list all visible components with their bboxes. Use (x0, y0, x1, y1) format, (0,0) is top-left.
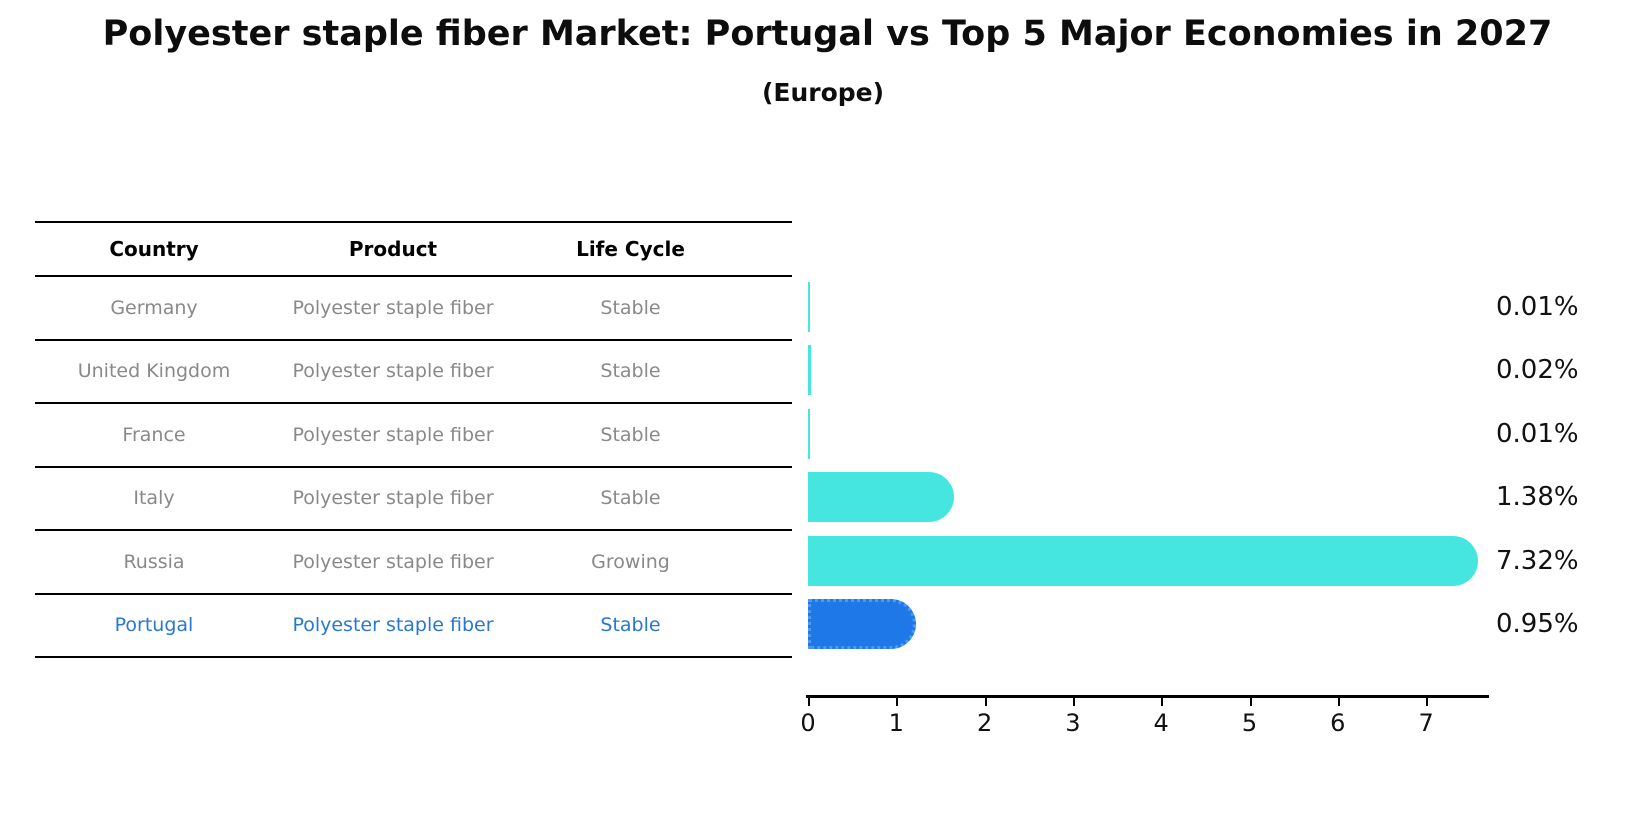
x-axis-tick (1249, 697, 1252, 706)
x-axis-tick-label: 1 (888, 709, 904, 737)
x-axis-tick-label: 3 (1065, 709, 1081, 737)
cell-product: Polyester staple fiber (292, 296, 494, 319)
x-axis-tick-label: 0 (800, 709, 816, 737)
column-header-country: Country (109, 237, 199, 261)
x-axis-tick (1072, 697, 1075, 706)
cell-country: Portugal (114, 614, 194, 637)
value-label: 0.01% (1496, 291, 1579, 322)
cell-product: Polyester staple fiber (292, 550, 494, 573)
bar-germany (808, 281, 810, 332)
cell-country: Germany (110, 296, 198, 319)
x-axis-tick-label: 6 (1330, 709, 1346, 737)
cell-country: Italy (133, 487, 175, 510)
value-label: 7.32% (1496, 545, 1579, 576)
cell-country: Russia (123, 550, 185, 573)
x-axis-tick (1426, 697, 1429, 706)
x-axis-tick (1337, 697, 1340, 706)
x-axis-tick-label: 2 (976, 709, 993, 737)
x-axis-line (806, 695, 1489, 698)
value-label: 0.95% (1496, 609, 1579, 640)
bar-portugal (808, 599, 916, 650)
column-header-life-cycle: Life Cycle (576, 237, 685, 261)
cell-product: Polyester staple fiber (292, 360, 494, 383)
value-label: 0.01% (1496, 418, 1579, 449)
x-axis-tick (808, 697, 810, 706)
x-axis-tick (984, 697, 987, 706)
x-axis-tick (896, 697, 899, 706)
cell-country: United Kingdom (77, 360, 231, 383)
cell-life-cycle: Stable (600, 296, 661, 319)
table-row: France Polyester staple fiber Stable (35, 404, 792, 468)
cell-product: Polyester staple fiber (292, 423, 494, 446)
cell-life-cycle: Stable (600, 423, 661, 446)
cell-life-cycle: Stable (600, 614, 661, 637)
x-axis-tick-label: 5 (1241, 709, 1258, 737)
bar-russia (808, 535, 1479, 586)
table-header-row: Country Product Life Cycle (35, 223, 792, 277)
cell-life-cycle: Stable (600, 360, 661, 383)
country-table: Country Product Life Cycle Germany Polyes… (35, 221, 792, 658)
cell-life-cycle: Growing (591, 550, 670, 573)
bar-united-kingdom (808, 345, 811, 396)
cell-life-cycle: Stable (600, 487, 661, 510)
cell-product: Polyester staple fiber (292, 487, 494, 510)
cell-product: Polyester staple fiber (292, 614, 494, 637)
table-row: Portugal Polyester staple fiber Stable (35, 595, 792, 658)
table-row: Italy Polyester staple fiber Stable (35, 468, 792, 531)
bar-france (808, 408, 810, 459)
cell-country: France (122, 423, 186, 446)
x-axis-tick-label: 4 (1153, 709, 1169, 737)
table-row: United Kingdom Polyester staple fiber Stab… (35, 341, 792, 404)
x-axis-tick (1161, 697, 1164, 706)
column-header-product: Product (348, 237, 438, 261)
bar-italy (808, 472, 954, 523)
value-label: 0.02% (1496, 355, 1579, 386)
chart-subtitle: (Europe) (761, 78, 885, 107)
value-label: 1.38% (1496, 482, 1579, 513)
x-axis-tick-label: 7 (1418, 709, 1434, 737)
table-row: Russia Polyester staple fiber Growing (35, 531, 792, 595)
chart-title: Polyester staple fiber Market: Portugal … (102, 14, 1553, 54)
table-row: Germany Polyester staple fiber Stable (35, 277, 792, 341)
